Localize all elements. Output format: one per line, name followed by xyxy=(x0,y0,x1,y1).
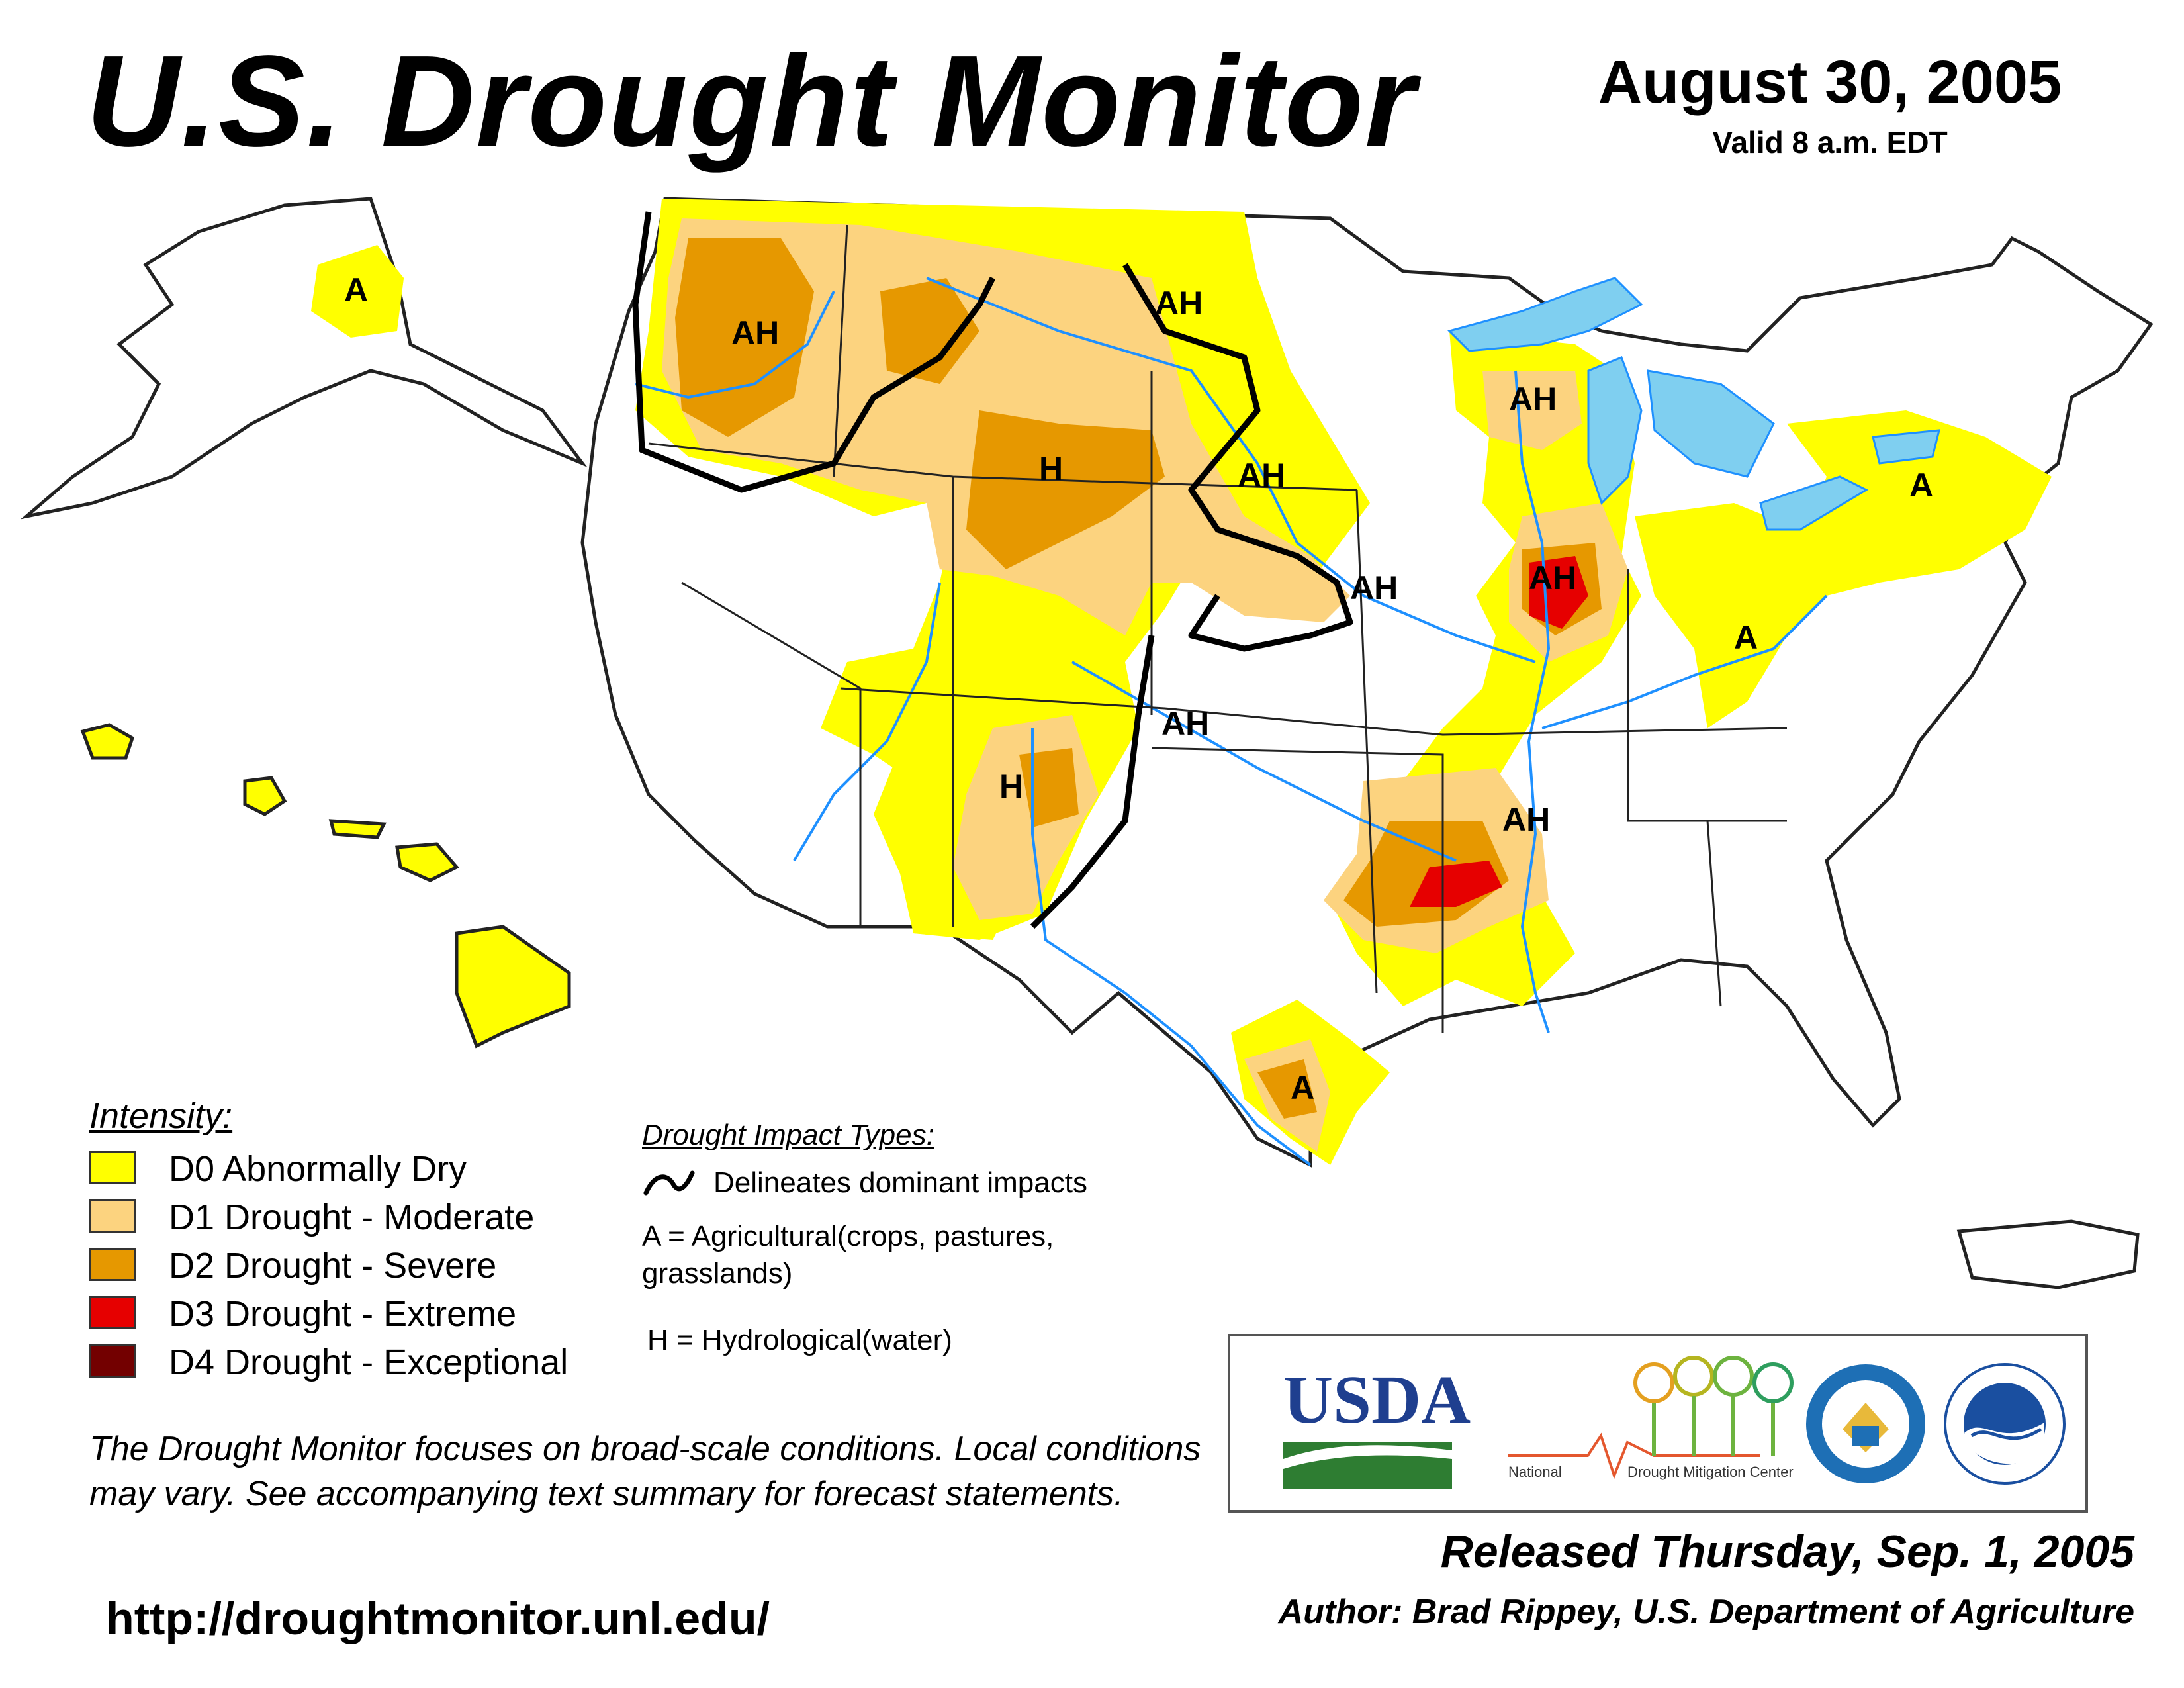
d2-texas xyxy=(1257,1059,1317,1119)
ohio-river xyxy=(1541,594,1828,729)
colorado-river xyxy=(793,582,941,862)
region-label-wisconsin: AH xyxy=(1509,381,1557,418)
hawaii-kauai xyxy=(80,723,135,760)
impact-line-plains xyxy=(1122,263,1353,652)
d2-idaho xyxy=(880,278,979,384)
region-labels: A AH AH AH H AH AH AH AH A A AH H AH A xyxy=(344,271,1933,1106)
region-label-new-york: A xyxy=(1909,467,1933,504)
d1-nebraska xyxy=(1191,543,1350,622)
legend-swatch-d2 xyxy=(89,1248,136,1281)
d3-arkansas xyxy=(1410,861,1502,907)
region-label-ohio: A xyxy=(1734,619,1758,656)
legend-item-d3: D3 Drought - Extreme xyxy=(89,1293,606,1335)
lake-erie xyxy=(1759,475,1869,531)
region-label-new-mexico: H xyxy=(999,768,1023,805)
legend-label-d0: D0 Abnormally Dry xyxy=(169,1149,467,1189)
hawaii-oahu xyxy=(243,776,287,816)
d2-new-mexico xyxy=(1019,748,1079,827)
lake-superior xyxy=(1447,277,1643,352)
puerto-rico xyxy=(1956,1219,2140,1289)
state-borders xyxy=(648,224,1788,1033)
lake-michigan xyxy=(1587,356,1643,505)
mississippi-river xyxy=(1514,370,1551,1033)
region-label-kansas: AH xyxy=(1161,705,1209,742)
legend-swatch-d3 xyxy=(89,1296,136,1329)
legend-label-d1: D1 Drought - Moderate xyxy=(169,1197,535,1237)
legend-label-d2: D2 Drought - Severe xyxy=(169,1246,497,1286)
d2-washington xyxy=(675,238,814,437)
d0-northeast xyxy=(1787,410,2052,596)
map-title: U.S. Drought Monitor xyxy=(86,28,1417,173)
alaska-d0 xyxy=(311,245,404,338)
website-url[interactable]: http://droughtmonitor.unl.edu/ xyxy=(106,1593,770,1644)
hawaii-big-island xyxy=(455,925,571,1049)
doc-seal xyxy=(1806,1364,1925,1483)
region-label-washington: AH xyxy=(731,314,779,352)
legend-swatch-d0 xyxy=(89,1151,136,1184)
missouri-river xyxy=(926,277,1536,663)
ndmc-logo: National Drought Mitigation Center xyxy=(1508,1356,1794,1480)
map-date: August 30, 2005 xyxy=(1598,48,2062,116)
legend-label-d3: D3 Drought - Extreme xyxy=(169,1294,517,1334)
legend-item-d1: D1 Drought - Moderate xyxy=(89,1197,606,1238)
legend-item-d4: D4 Drought - Exceptional xyxy=(89,1342,606,1383)
hawaii-maui xyxy=(395,842,459,882)
author: Author: Brad Rippey, U.S. Department of … xyxy=(1278,1593,2134,1631)
impact-line-symbol xyxy=(643,1170,695,1196)
hawaii xyxy=(80,723,571,1049)
rivers xyxy=(635,277,1828,1166)
region-label-montana: AH xyxy=(1155,285,1203,322)
region-label-dakotas: AH xyxy=(1238,457,1285,494)
d2-wyoming xyxy=(966,410,1165,569)
noaa-seal xyxy=(1944,1363,2066,1485)
impact-line-northwest xyxy=(632,211,996,493)
impact-boundaries xyxy=(632,211,1353,929)
region-label-alaska: A xyxy=(344,271,368,308)
impact-line-label: Delineates dominant impacts xyxy=(713,1166,1087,1199)
legend-title: Intensity: xyxy=(89,1096,233,1136)
columbia-river xyxy=(635,291,835,399)
impact-agricultural: A = Agricultural(crops, pastures, grassl… xyxy=(642,1220,1054,1289)
impact-line-rockies xyxy=(1030,635,1155,929)
lake-huron xyxy=(1647,369,1775,478)
logo-strip: USDA National Drought Mitigation Center xyxy=(1283,1356,2066,1489)
release-date: Released Thursday, Sep. 1, 2005 xyxy=(1440,1526,2134,1577)
rio-grande xyxy=(1031,728,1312,1166)
legend-item-d2: D2 Drought - Severe xyxy=(89,1245,606,1286)
valid-time: Valid 8 a.m. EDT xyxy=(1712,125,1948,160)
region-label-wyoming: H xyxy=(1039,450,1063,487)
region-label-arkansas: AH xyxy=(1502,801,1550,838)
legend-swatch-d4 xyxy=(89,1344,136,1378)
disclaimer-note: The Drought Monitor focuses on broad-sca… xyxy=(89,1430,1201,1513)
ndmc-label-right: Drought Mitigation Center xyxy=(1627,1464,1794,1480)
great-lakes xyxy=(1447,277,1940,531)
arkansas-river xyxy=(1071,661,1457,862)
d1-wisconsin xyxy=(1482,371,1582,450)
region-label-texas: A xyxy=(1291,1069,1314,1106)
agency-logos: USDA National Drought Mitigation Center xyxy=(1228,1334,2088,1513)
usda-logo: USDA xyxy=(1283,1362,1471,1489)
lake-ontario xyxy=(1872,429,1940,465)
region-label-nebraska: AH xyxy=(1350,569,1398,606)
region-label-illinois: AH xyxy=(1529,559,1576,596)
impact-hydrological: H = Hydrological(water) xyxy=(647,1324,952,1356)
alaska xyxy=(21,197,588,520)
legend-swatch-d1 xyxy=(89,1199,136,1233)
usda-wordmark: USDA xyxy=(1283,1362,1471,1438)
legend-item-d0: D0 Abnormally Dry xyxy=(89,1149,606,1190)
ndmc-label-left: National xyxy=(1508,1464,1562,1480)
impact-types-title: Drought Impact Types: xyxy=(642,1119,934,1151)
hawaii-molokai xyxy=(328,819,387,839)
legend-label-d4: D4 Drought - Exceptional xyxy=(169,1342,569,1382)
d0-ohio-valley xyxy=(1635,503,1853,728)
